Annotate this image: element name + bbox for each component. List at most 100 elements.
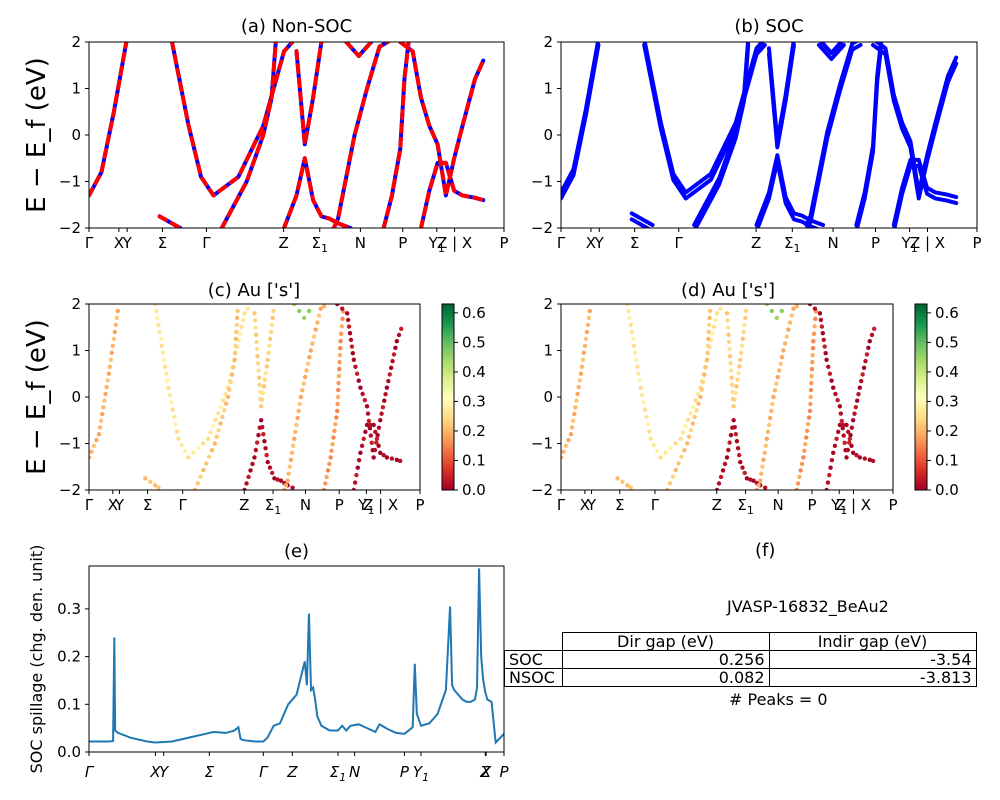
colorbar-frame: [441, 303, 455, 491]
scatter-point: [272, 476, 277, 481]
scatter-point: [756, 483, 761, 488]
scatter-point: [337, 352, 343, 358]
scatter-point: [387, 372, 392, 377]
scatter-point: [295, 415, 300, 421]
colorbar-segment: [442, 455, 454, 460]
scatter-point: [629, 329, 635, 335]
scatter-point: [718, 306, 723, 311]
scatter-point: [351, 487, 356, 490]
scatter-point: [775, 374, 780, 380]
scatter-point: [714, 487, 720, 490]
colorbar-segment: [915, 455, 927, 460]
scatter-point: [166, 385, 171, 390]
scatter-point: [734, 438, 740, 444]
colorbar-segment: [915, 372, 927, 376]
scatter-point: [682, 447, 687, 453]
table-corner: [505, 633, 563, 651]
scatter-point: [278, 478, 284, 483]
scatter-point: [812, 306, 818, 311]
scatter-point: [254, 339, 259, 345]
x-tick-label: X: [114, 234, 124, 252]
scatter-point: [253, 325, 258, 330]
scatter-point: [863, 358, 868, 364]
colorbar-segment: [442, 452, 454, 457]
colorbar-segment: [442, 338, 454, 342]
scatter-point: [688, 411, 693, 416]
scatter-point: [212, 441, 217, 446]
scatter-point: [811, 339, 816, 344]
scatter-point: [169, 400, 174, 405]
scatter-point: [586, 315, 592, 321]
band-line: [170, 42, 295, 198]
scatter-point: [859, 378, 864, 384]
scatter-point: [561, 449, 566, 454]
scatter-point: [378, 450, 383, 455]
scatter-point: [635, 364, 640, 369]
scatter-point: [825, 480, 831, 485]
scatter-point: [336, 387, 341, 393]
scatter-point: [731, 404, 736, 409]
scatter-point: [720, 468, 726, 473]
scatter-point: [335, 394, 341, 400]
band-line: [561, 42, 600, 195]
scatter-point: [160, 350, 166, 356]
scatter-point: [806, 415, 812, 420]
scatter-point: [257, 382, 262, 388]
scatter-point: [337, 359, 342, 365]
y-tick-label: 0.2: [57, 648, 81, 666]
colorbar-segment: [442, 431, 454, 435]
colorbar-tick-label: 0.0: [935, 481, 959, 499]
scatter-point: [637, 378, 642, 383]
colorbar-segment: [442, 359, 454, 364]
scatter-point: [210, 423, 216, 429]
colorbar-segment: [915, 403, 927, 407]
x-tick-label: Z: [239, 496, 249, 514]
scatter-point: [740, 465, 745, 470]
scatter-point: [261, 384, 267, 389]
scatter-point: [835, 397, 840, 403]
scatter-point: [766, 422, 772, 428]
scatter-point: [223, 391, 228, 397]
colorbar-segment: [442, 471, 454, 475]
colorbar-segment: [442, 406, 454, 410]
scatter-point: [104, 384, 109, 390]
colorbar-segment: [442, 434, 454, 438]
scatter-point: [769, 408, 774, 414]
scatter-point: [157, 329, 162, 335]
scatter-point: [566, 437, 571, 443]
scatter-point: [801, 455, 806, 460]
scatter-point: [267, 465, 273, 470]
scatter-point: [625, 304, 630, 307]
scatter-point: [572, 411, 577, 417]
indir-gap-value: -3.54: [768, 650, 977, 669]
scatter-point: [260, 390, 266, 396]
scatter-point: [808, 394, 813, 400]
scatter-point: [300, 388, 305, 393]
scatter-point: [822, 344, 827, 349]
scatter-point: [225, 394, 231, 400]
colorbar-segment: [442, 372, 454, 376]
scatter-point: [290, 443, 296, 449]
scatter-point: [620, 479, 625, 485]
scatter-point: [321, 304, 327, 309]
colorbar-segment: [915, 415, 927, 420]
scatter-point: [374, 436, 380, 442]
band-line: [693, 43, 751, 228]
scatter-point: [632, 350, 638, 356]
x-tick-label: Γ: [259, 763, 269, 781]
scatter-point: [246, 474, 251, 480]
scatter-point: [771, 394, 776, 400]
scatter-point: [333, 422, 338, 427]
colorbar-tick-label: 0.3: [935, 392, 959, 410]
scatter-point: [811, 331, 817, 336]
scatter-point: [740, 336, 745, 342]
scatter-point: [705, 350, 710, 356]
colorbar-segment: [915, 418, 927, 423]
scatter-point: [264, 452, 269, 458]
scatter-point: [386, 378, 391, 384]
scatter-point: [733, 390, 738, 396]
indir-gap-value: -3.813: [768, 668, 977, 687]
colorbar-segment: [915, 350, 927, 355]
scatter-point: [103, 391, 108, 397]
